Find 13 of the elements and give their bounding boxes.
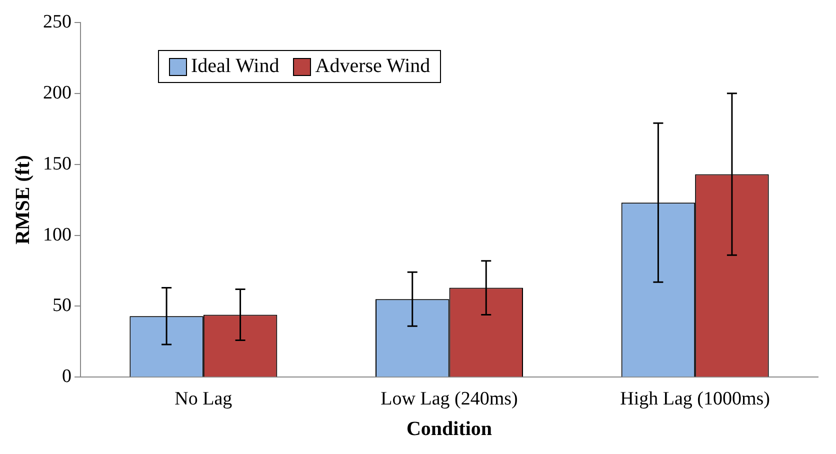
x-tick-label: No Lag bbox=[174, 388, 233, 410]
y-tick-label: 100 bbox=[43, 224, 72, 246]
legend-label: Adverse Wind bbox=[315, 55, 430, 78]
x-tick-label: High Lag (1000ms) bbox=[620, 388, 770, 410]
y-tick-label: 0 bbox=[62, 366, 72, 388]
y-tick-label: 50 bbox=[52, 295, 72, 316]
y-tick-label: 150 bbox=[43, 153, 72, 174]
y-tick-label: 250 bbox=[43, 11, 72, 32]
x-tick-label: Low Lag (240ms) bbox=[380, 388, 518, 410]
y-axis-title: RMSE (ft) bbox=[12, 155, 34, 245]
y-tick-label: 200 bbox=[43, 82, 72, 104]
legend-label: Ideal Wind bbox=[191, 55, 280, 78]
x-axis-title: Condition bbox=[406, 418, 492, 440]
